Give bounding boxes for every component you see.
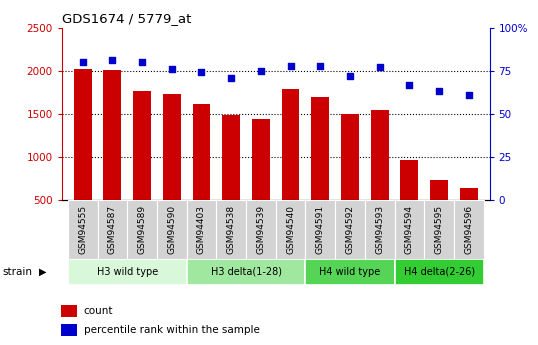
Point xyxy=(167,66,176,72)
Text: GSM94555: GSM94555 xyxy=(78,205,87,254)
Text: GSM94587: GSM94587 xyxy=(108,205,117,254)
Text: GSM94594: GSM94594 xyxy=(405,205,414,254)
Text: ▶: ▶ xyxy=(39,267,46,276)
Bar xyxy=(187,200,216,259)
Bar xyxy=(216,200,246,259)
Bar xyxy=(276,200,306,259)
Bar xyxy=(306,259,394,285)
Point xyxy=(227,75,236,80)
Bar xyxy=(282,89,300,200)
Text: H3 delta(1-28): H3 delta(1-28) xyxy=(210,267,281,277)
Bar xyxy=(103,70,121,200)
Bar xyxy=(400,160,418,200)
Bar xyxy=(312,97,329,200)
Bar xyxy=(335,200,365,259)
Text: GDS1674 / 5779_at: GDS1674 / 5779_at xyxy=(62,12,191,25)
Point xyxy=(376,65,384,70)
Bar xyxy=(365,200,394,259)
Bar xyxy=(61,324,76,336)
Bar xyxy=(460,188,478,200)
Bar xyxy=(424,200,454,259)
Text: GSM94595: GSM94595 xyxy=(435,205,444,254)
Bar xyxy=(68,200,97,259)
Bar xyxy=(246,200,276,259)
Text: GSM94538: GSM94538 xyxy=(226,205,236,254)
Bar xyxy=(430,180,448,200)
Point xyxy=(435,89,443,94)
Text: GSM94590: GSM94590 xyxy=(167,205,176,254)
Text: H4 wild type: H4 wild type xyxy=(320,267,380,277)
Text: GSM94539: GSM94539 xyxy=(257,205,265,254)
Point xyxy=(464,92,473,98)
Text: count: count xyxy=(83,306,113,316)
Text: strain: strain xyxy=(3,267,33,276)
Bar xyxy=(341,114,359,200)
Bar xyxy=(157,200,187,259)
Point xyxy=(138,59,146,65)
Text: GSM94540: GSM94540 xyxy=(286,205,295,254)
Bar xyxy=(394,200,424,259)
Text: GSM94591: GSM94591 xyxy=(316,205,325,254)
Point xyxy=(286,63,295,68)
Bar xyxy=(371,110,388,200)
Bar xyxy=(163,94,181,200)
Bar xyxy=(222,115,240,200)
Text: H3 wild type: H3 wild type xyxy=(97,267,158,277)
Bar xyxy=(68,259,187,285)
Text: GSM94589: GSM94589 xyxy=(138,205,146,254)
Text: percentile rank within the sample: percentile rank within the sample xyxy=(83,325,259,335)
Text: GSM94596: GSM94596 xyxy=(464,205,473,254)
Bar xyxy=(61,305,76,317)
Bar xyxy=(97,200,127,259)
Bar xyxy=(187,259,306,285)
Text: GSM94592: GSM94592 xyxy=(345,205,355,254)
Text: GSM94593: GSM94593 xyxy=(375,205,384,254)
Point xyxy=(79,59,87,65)
Point xyxy=(316,63,324,68)
Point xyxy=(108,58,117,63)
Bar xyxy=(252,119,270,200)
Bar xyxy=(454,200,484,259)
Bar xyxy=(74,69,91,200)
Bar xyxy=(394,259,484,285)
Bar xyxy=(127,200,157,259)
Bar xyxy=(306,200,335,259)
Point xyxy=(405,82,414,87)
Text: H4 delta(2-26): H4 delta(2-26) xyxy=(404,267,475,277)
Text: GSM94403: GSM94403 xyxy=(197,205,206,254)
Point xyxy=(346,73,355,79)
Bar xyxy=(133,90,151,200)
Point xyxy=(197,70,206,75)
Bar xyxy=(193,104,210,200)
Point xyxy=(257,68,265,73)
